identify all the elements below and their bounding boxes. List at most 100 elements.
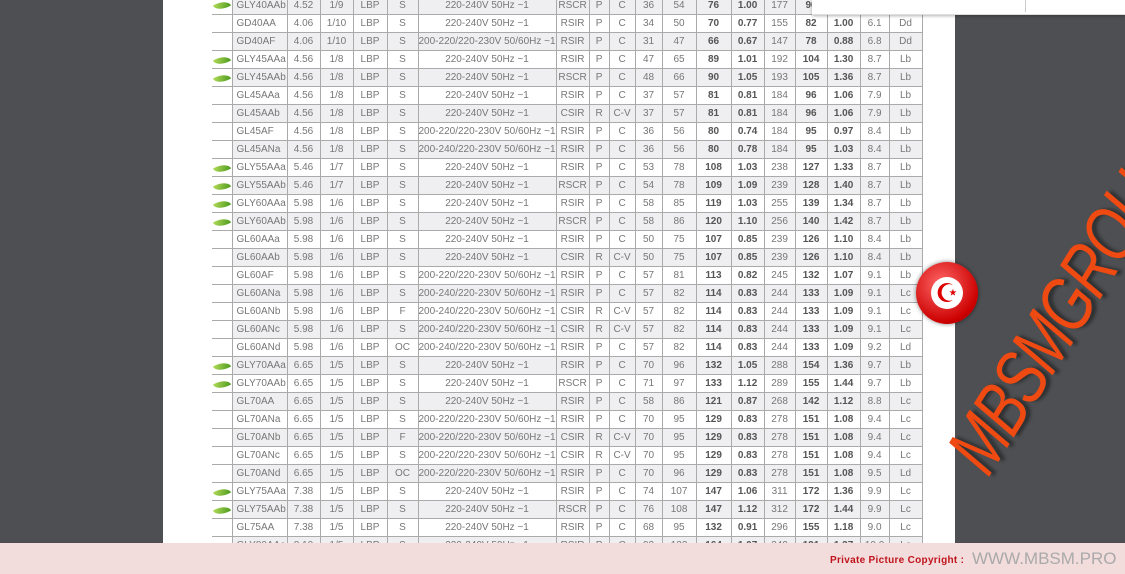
table-cell: S [386,14,419,33]
model-cell: GLY70AAb [231,374,288,393]
table-cell: 1.06 [826,104,861,123]
table-cell: 177 [763,0,796,15]
table-cell: LBP [352,428,388,447]
table-cell: 0.83 [730,320,765,339]
table-cell: RSCR [555,500,590,519]
table-cell: 1.08 [826,428,861,447]
site-url[interactable]: WWW.MBSM.PRO [972,549,1117,568]
table-cell: C [608,68,636,87]
table-cell: 4.56 [286,140,321,159]
table-cell: C [608,212,636,231]
table-cell: 95 [661,410,697,429]
table-cell: RSIR [555,338,590,357]
table-cell: Lb [888,104,923,123]
table-cell: 0.81 [730,104,765,123]
table-cell: 1.03 [826,140,861,159]
table-cell: 56 [661,122,697,141]
table-cell: 4.56 [286,86,321,105]
table-cell: 0.83 [730,464,765,483]
table-cell: 9.1 [859,302,890,321]
table-cell: 0.82 [730,266,765,285]
model-cell: GL60ANd [231,338,288,357]
table-cell: RSIR [555,356,590,375]
table-cell: 278 [763,428,796,447]
table-cell: 90 [695,68,732,87]
table-cell: 220-240V 50Hz ~1 [417,86,557,105]
table-cell: 75 [661,230,697,249]
table-cell: 8.4 [859,230,890,249]
table-cell: 139 [794,194,828,213]
table-cell: 184 [763,140,796,159]
table-cell: 220-240V 50Hz ~1 [417,482,557,501]
table-cell: LBP [352,248,388,267]
table-cell: Ld [888,338,923,357]
table-cell: 108 [695,158,732,177]
table-cell: P [588,194,610,213]
table-cell: 119 [695,194,732,213]
table-cell: 244 [763,302,796,321]
table-cell: RSIR [555,392,590,411]
table-cell: P [588,176,610,195]
table-cell: CSIR [555,446,590,465]
table-cell: C-V [608,104,636,123]
model-cell: GL60ANb [231,302,288,321]
compressor-spec-table: GLY40AAb 4.52 1/9 LBP S 220-240V 50Hz ~1 RSCR P… [212,0,923,555]
table-cell: 57 [634,284,663,303]
table-cell: 200-220/220-230V 50/60Hz ~1 [417,122,557,141]
table-cell: R [588,320,610,339]
table-row: GLY45AAa 4.56 1/8 LBP S 220-240V 50Hz ~1 RSIR P… [212,50,923,69]
table-cell: 58 [634,194,663,213]
table-cell: C [608,392,636,411]
table-cell: 9.9 [859,482,890,501]
table-cell: CSIR [555,302,590,321]
eco-cell [212,428,232,447]
model-cell: GL60ANa [231,284,288,303]
table-cell: 107 [695,230,732,249]
table-cell: 6.65 [286,356,321,375]
table-cell: 1/8 [319,50,354,69]
table-cell: C-V [608,320,636,339]
table-cell: 220-240V 50Hz ~1 [417,518,557,537]
table-cell: 1/10 [319,32,354,51]
table-cell: 133 [794,338,828,357]
table-cell: LBP [352,50,388,69]
model-cell: GL70ANd [231,464,288,483]
table-cell: LBP [352,500,388,519]
table-cell: RSCR [555,0,590,15]
table-cell: 57 [634,338,663,357]
table-row: GL60ANb 5.98 1/6 LBP F 200-240/220-230V 50/60… [212,302,923,321]
table-cell: 7.38 [286,518,321,537]
table-cell: 200-240/220-230V 50/60Hz ~1 [417,140,557,159]
table-cell: 140 [794,212,828,231]
table-cell: LBP [352,320,388,339]
table-cell: 200-220/220-230V 50/60Hz ~1 [417,446,557,465]
table-cell: 66 [695,32,732,51]
table-cell: 220-240V 50Hz ~1 [417,230,557,249]
table-cell: 147 [695,482,732,501]
table-cell: C [608,500,636,519]
eco-cell [212,158,232,177]
table-cell: 1/5 [319,374,354,393]
table-cell: RSIR [555,410,590,429]
table-cell: 5.98 [286,284,321,303]
table-cell: 0.83 [730,410,765,429]
table-cell: 56 [661,140,697,159]
table-cell: RSIR [555,518,590,537]
eco-cell [212,464,232,483]
model-cell: GLY75AAa [231,482,288,501]
table-cell: 89 [695,50,732,69]
table-cell: 50 [634,230,663,249]
table-cell: RSCR [555,68,590,87]
table-row: GL60ANc 5.98 1/6 LBP S 200-240/220-230V 50/60… [212,320,923,339]
table-cell: 5.98 [286,194,321,213]
table-cell: C [608,140,636,159]
table-cell: P [588,518,610,537]
model-cell: GL60AF [231,266,288,285]
table-cell: LBP [352,356,388,375]
table-cell: 1/6 [319,194,354,213]
table-cell: RSCR [555,374,590,393]
table-cell: Lc [888,446,923,465]
table-cell: 86 [661,392,697,411]
table-cell: Lc [888,500,923,519]
table-cell: S [386,284,419,303]
